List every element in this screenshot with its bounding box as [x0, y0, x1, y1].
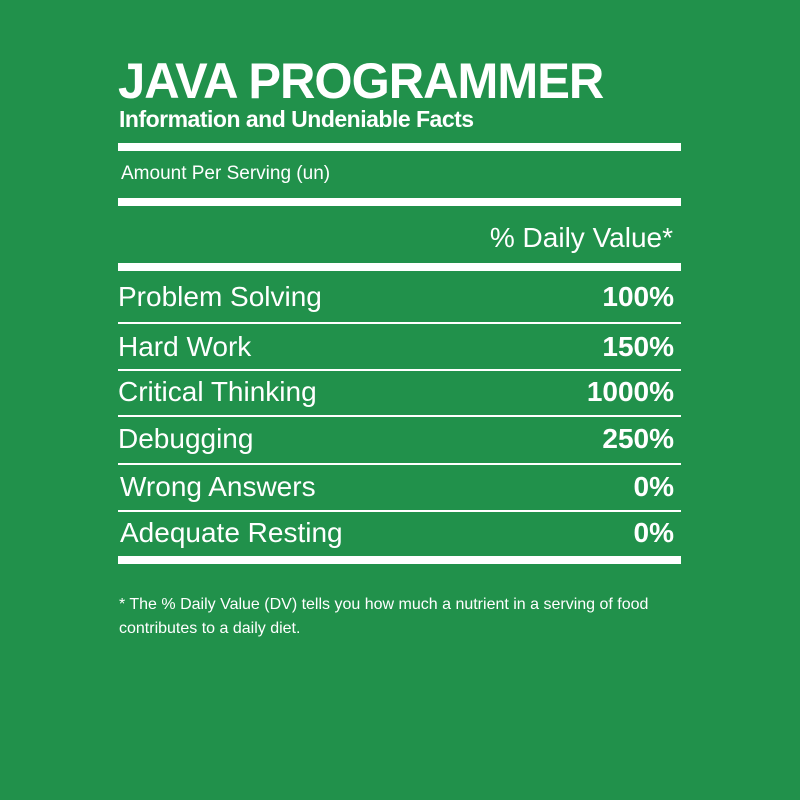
subtitle: Information and Undeniable Facts: [119, 106, 474, 132]
footnote: * The % Daily Value (DV) tells you how m…: [119, 596, 649, 637]
table-row: Debugging 250%: [118, 423, 674, 455]
row-value: 100%: [602, 281, 674, 312]
row-value: 1000%: [586, 376, 674, 407]
table-row: Wrong Answers 0%: [120, 471, 674, 503]
row-label: Critical Thinking: [118, 376, 317, 407]
row-divider: [118, 463, 681, 465]
table-row: Hard Work 150%: [118, 331, 674, 363]
page-title: JAVA PROGRAMMER: [118, 53, 604, 109]
divider: [118, 556, 681, 564]
row-label: Problem Solving: [118, 281, 322, 312]
row-label: Adequate Resting: [120, 517, 343, 548]
table-row: Problem Solving 100%: [118, 281, 674, 313]
row-divider: [118, 322, 681, 324]
divider: [118, 263, 681, 271]
daily-value-header: % Daily Value*: [489, 222, 673, 253]
row-divider: [118, 510, 681, 512]
row-value: 250%: [602, 423, 674, 454]
row-label: Wrong Answers: [120, 471, 316, 502]
row-divider: [118, 415, 681, 417]
table-row: Critical Thinking 1000%: [118, 376, 674, 408]
row-value: 0%: [633, 517, 674, 548]
divider: [118, 198, 681, 206]
row-divider: [118, 369, 681, 371]
amount-per-serving: Amount Per Serving (un): [121, 163, 331, 184]
row-value: 0%: [633, 471, 674, 502]
row-label: Debugging: [118, 423, 254, 454]
divider: [118, 143, 681, 151]
row-value: 150%: [602, 331, 674, 362]
row-label: Hard Work: [118, 331, 252, 362]
table-row: Adequate Resting 0%: [120, 517, 674, 549]
